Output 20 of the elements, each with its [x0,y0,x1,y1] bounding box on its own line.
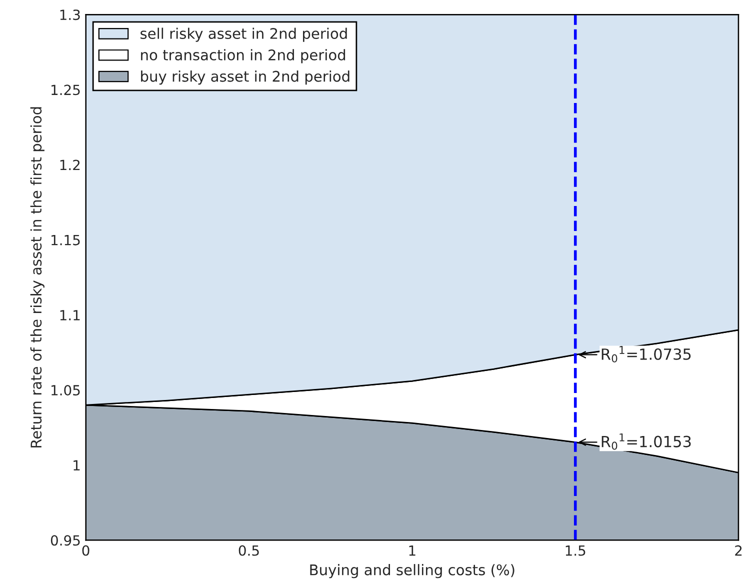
x-tick-label: 1 [409,545,416,556]
annotation: R$_{0}$$^{1}$=1.0153 [602,433,691,450]
y-axis-title: Return rate of the risky asset in the first period [30,107,44,448]
y-tick-label: 1.1 [60,310,80,320]
y-tick-label: 1.3 [60,10,80,20]
y-tick-label: 1.15 [52,235,80,246]
x-tick-label: 2 [735,545,742,556]
x-tick-label: 1.5 [566,545,586,556]
x-tick-label: 0.5 [238,545,259,556]
y-tick-label: 0.95 [50,535,80,546]
legend-label: sell risky asset in 2nd period [140,28,347,42]
legend-label: no transaction in 2nd period [141,49,346,64]
y-tick-label: 1 [74,460,80,470]
y-tick-label: 1.05 [52,384,80,396]
y-tick-label: 1.25 [52,84,80,96]
annotation: R$_{0}$$^{1}$=1.0735 [602,346,691,362]
x-axis-title: Buying and selling costs (%) [310,564,514,578]
y-tick-label: 1.2 [60,160,80,170]
legend-label: buy risky asset in 2nd period [141,70,350,85]
x-tick-label: 0 [82,545,90,556]
